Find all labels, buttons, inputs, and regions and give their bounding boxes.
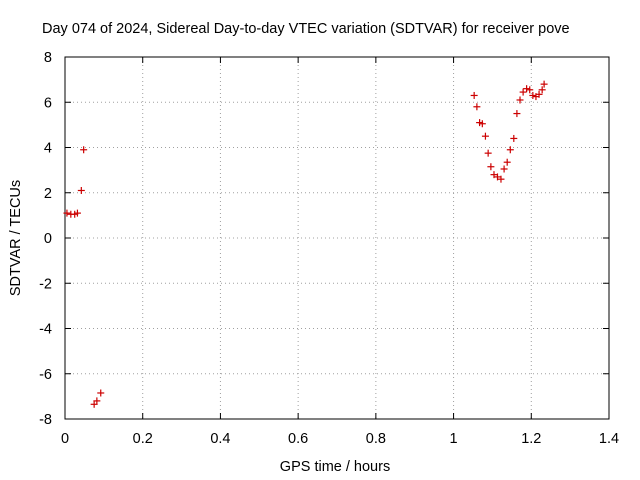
y-tick-label: -4 bbox=[39, 322, 52, 338]
y-tick-labels: 8 6 4 2 0 -2 -4 -6 -8 bbox=[39, 50, 52, 428]
data-point bbox=[516, 96, 524, 104]
data-point bbox=[497, 175, 505, 183]
y-tick-label: -6 bbox=[39, 367, 52, 383]
data-point bbox=[80, 146, 88, 154]
data-point bbox=[523, 85, 531, 93]
data-point bbox=[484, 149, 492, 157]
data-point bbox=[510, 134, 518, 142]
data-point bbox=[97, 389, 105, 397]
y-tick-label: 8 bbox=[44, 50, 52, 66]
y-tick-label: -8 bbox=[39, 412, 52, 428]
x-tick-labels: 0 0.2 0.4 0.6 0.8 1 1.2 1.4 bbox=[61, 431, 619, 447]
grid bbox=[65, 57, 609, 419]
x-tick-label: 1.4 bbox=[599, 431, 619, 447]
data-point bbox=[481, 132, 489, 140]
data-point bbox=[529, 91, 537, 99]
data-point bbox=[513, 110, 521, 118]
x-axis-label: GPS time / hours bbox=[280, 459, 390, 475]
y-axis-label: SDTVAR / TECUs bbox=[8, 180, 24, 296]
data-point bbox=[519, 88, 527, 96]
data-point bbox=[77, 186, 85, 194]
data-point bbox=[63, 209, 71, 217]
data-point bbox=[73, 209, 81, 217]
data-point bbox=[500, 165, 508, 173]
x-tick-label: 0.8 bbox=[366, 431, 386, 447]
data-point bbox=[526, 86, 534, 94]
data-point bbox=[538, 86, 546, 94]
data-point bbox=[540, 80, 548, 88]
x-tick-label: 0.2 bbox=[133, 431, 153, 447]
data-point bbox=[487, 163, 495, 171]
x-tick-label: 0.4 bbox=[210, 431, 230, 447]
y-tick-label: 2 bbox=[44, 186, 52, 202]
y-tick-label: 4 bbox=[44, 141, 52, 157]
data-point bbox=[478, 120, 486, 128]
data-point bbox=[503, 158, 511, 166]
tick-marks bbox=[64, 56, 610, 420]
data-points bbox=[63, 80, 548, 408]
y-tick-label: 6 bbox=[44, 95, 52, 111]
y-tick-label: -2 bbox=[39, 276, 52, 292]
y-tick-label: 0 bbox=[44, 231, 52, 247]
data-point bbox=[535, 90, 543, 98]
x-tick-label: 0.6 bbox=[288, 431, 308, 447]
x-tick-label: 1.2 bbox=[521, 431, 541, 447]
data-point bbox=[470, 91, 478, 99]
x-tick-label: 1 bbox=[450, 431, 458, 447]
chart-title: Day 074 of 2024, Sidereal Day-to-day VTE… bbox=[42, 21, 570, 37]
x-tick-label: 0 bbox=[61, 431, 69, 447]
data-point bbox=[473, 103, 481, 111]
data-point bbox=[506, 146, 514, 154]
data-point bbox=[93, 397, 101, 405]
